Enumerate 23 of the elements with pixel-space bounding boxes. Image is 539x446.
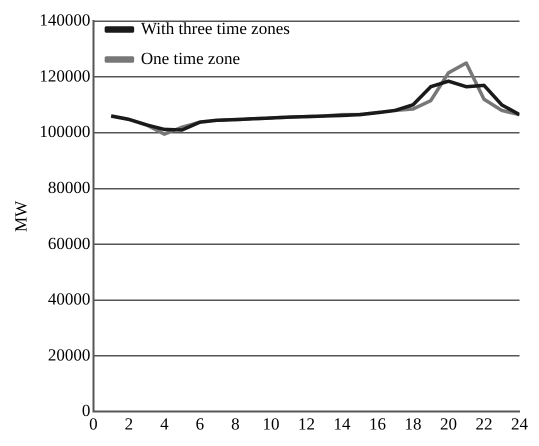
legend-label: With three time zones — [140, 18, 290, 38]
x-tick-label: 24 — [511, 414, 528, 434]
y-tick-label: 60000 — [48, 234, 90, 253]
x-tick-label: 14 — [333, 414, 351, 434]
x-tick-label: 4 — [160, 414, 170, 434]
legend-label: One time zone — [140, 48, 240, 68]
y-tick-label: 100000 — [39, 122, 90, 142]
y-tick-label: 140000 — [39, 10, 90, 30]
x-tick-label: 16 — [368, 414, 386, 434]
x-tick-label: 6 — [196, 414, 204, 434]
x-tick-label: 22 — [475, 414, 492, 434]
y-tick-label: 0 — [82, 401, 90, 420]
x-tick-label: 8 — [231, 414, 240, 434]
x-tick-label: 2 — [124, 414, 134, 434]
y-tick-label: 20000 — [48, 345, 90, 364]
x-tick-label: 10 — [262, 414, 280, 434]
y-tick-label: 40000 — [48, 290, 90, 309]
x-tick-label: 20 — [440, 414, 457, 434]
y-tick-label: 120000 — [39, 66, 90, 86]
x-tick-label: 18 — [404, 414, 422, 434]
y-axis-title: MW — [12, 200, 31, 232]
x-tick-label: 12 — [298, 414, 315, 434]
y-tick-label: 80000 — [48, 178, 90, 197]
